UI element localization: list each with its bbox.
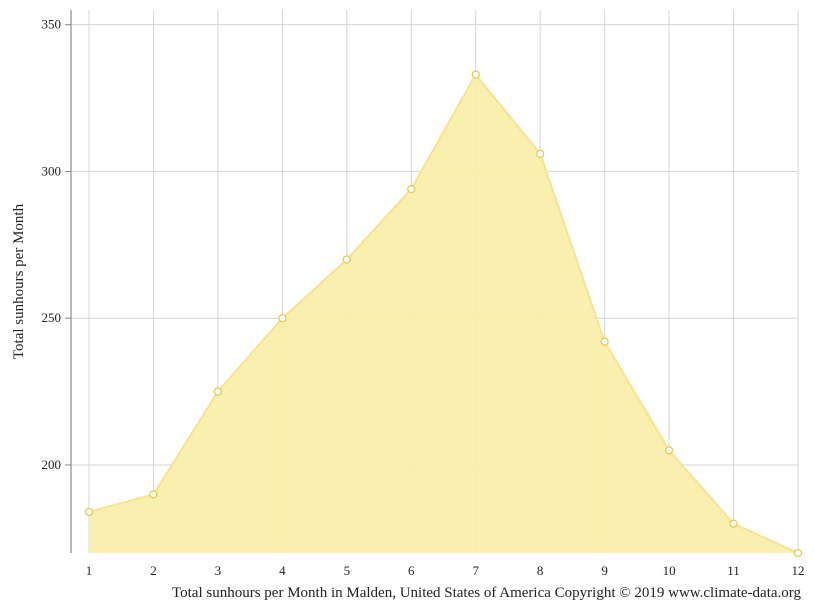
x-tick-label: 2 [150,563,157,578]
data-markers [84,70,803,558]
data-point [793,548,803,558]
data-point [407,184,416,194]
data-point [536,149,545,158]
chart-caption: Total sunhours per Month in Malden, Unit… [172,585,801,601]
x-tick-label: 7 [472,563,479,578]
x-tick-label: 12 [792,563,805,578]
x-tick-label: 3 [215,563,222,578]
data-point [729,519,738,528]
axes [65,10,72,553]
data-point [84,507,94,517]
series-line [88,73,799,554]
x-tick-label: 10 [663,563,676,578]
data-point [278,314,287,323]
y-tick-label: 300 [42,163,62,178]
data-point [149,490,158,499]
y-axis-title: Total sunhours per Month [11,203,27,359]
x-tick-label: 5 [344,563,351,578]
data-area [88,73,799,554]
data-point [213,387,223,396]
data-point [664,446,674,455]
x-tick-label: 6 [408,563,415,578]
x-tick-label: 4 [279,563,286,578]
x-tick-label: 11 [727,563,740,578]
x-tick-label: 9 [601,563,608,578]
data-point [342,255,351,264]
y-tick-label: 350 [42,17,62,32]
x-tick-label: 8 [537,563,544,578]
area-fill [89,74,798,553]
data-point [600,337,609,346]
y-tick-labels: 200 250 300 350 [42,17,62,472]
x-tick-labels: 1 2 3 4 5 6 7 8 9 10 11 12 [86,563,805,578]
x-tick-label: 1 [86,563,93,578]
y-tick-label: 250 [42,310,62,325]
y-tick-label: 200 [42,457,62,472]
data-point [471,70,480,79]
